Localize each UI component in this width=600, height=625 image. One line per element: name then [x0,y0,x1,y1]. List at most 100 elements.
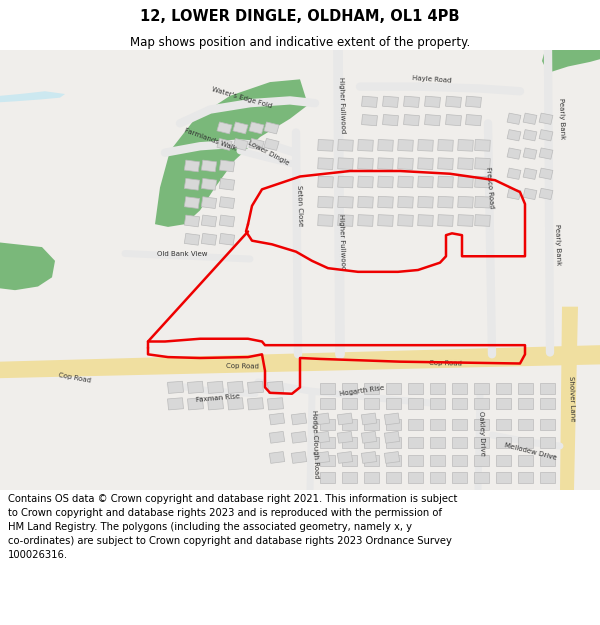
Bar [377,214,394,226]
Bar [320,382,335,394]
Bar [430,398,445,409]
Bar [217,139,232,151]
Bar [466,114,481,126]
Bar [386,419,401,429]
Bar [342,455,357,466]
Bar [202,160,217,172]
Bar [418,158,433,169]
Bar [540,472,555,482]
Bar [474,437,489,448]
Bar [220,215,235,227]
Bar [248,381,263,393]
Bar [458,158,473,169]
Bar [385,413,400,425]
Bar [184,178,200,190]
Bar [268,381,283,393]
Bar [358,158,373,169]
Bar [342,398,357,409]
Bar [167,381,184,393]
Bar [202,233,217,245]
Bar [342,419,357,429]
Bar [398,139,413,151]
Bar [474,472,489,482]
Bar [249,139,264,151]
Text: Pearly Bank: Pearly Bank [558,98,566,139]
Bar [437,176,454,188]
Bar [539,188,553,199]
Bar [337,413,353,425]
Polygon shape [0,91,65,103]
Bar [292,452,307,463]
Bar [184,197,200,209]
Bar [540,419,555,429]
Bar [539,113,553,124]
Bar [292,431,307,443]
Polygon shape [0,242,55,290]
Bar [202,215,217,227]
Bar [362,96,377,108]
Bar [496,382,511,394]
Bar [540,437,555,448]
Bar [342,437,357,448]
Bar [317,139,334,151]
Bar [408,419,423,429]
Bar [398,158,413,169]
Bar [220,160,235,172]
Bar [364,419,379,429]
Bar [408,398,423,409]
Bar [358,214,373,226]
Bar [320,455,335,466]
Polygon shape [0,345,600,378]
Bar [452,437,467,448]
Bar [364,455,379,466]
Bar [320,472,335,482]
Text: Contains OS data © Crown copyright and database right 2021. This information is : Contains OS data © Crown copyright and d… [8,494,457,560]
Bar [184,233,200,245]
Bar [507,129,521,141]
Bar [338,196,353,208]
Text: Lower Dingle: Lower Dingle [247,139,289,166]
Text: Higher Fullwood: Higher Fullwood [338,214,346,271]
Text: Cop Road: Cop Road [428,360,461,367]
Bar [377,176,394,188]
Bar [404,96,419,108]
Bar [317,196,334,208]
Bar [385,452,400,463]
Bar [385,431,400,443]
Text: Hogarth Rise: Hogarth Rise [339,385,385,397]
Bar [475,139,490,151]
Bar [474,382,489,394]
Text: Old Bank View: Old Bank View [157,251,207,256]
Bar [220,178,235,190]
Bar [437,158,454,169]
Bar [446,96,461,108]
Text: Hayle Road: Hayle Road [412,75,452,84]
Bar [377,196,394,208]
Bar [364,382,379,394]
Bar [264,122,279,134]
Bar [496,398,511,409]
Bar [314,431,329,443]
Bar [518,382,533,394]
Bar [437,139,454,151]
Bar [408,437,423,448]
Bar [220,197,235,209]
Bar [539,148,553,159]
Bar [227,381,244,393]
Bar [386,455,401,466]
Bar [539,168,553,179]
Bar [518,472,533,482]
Bar [437,214,454,226]
Bar [227,398,244,410]
Bar [377,158,394,169]
Bar [496,455,511,466]
Bar [408,472,423,482]
Bar [362,114,377,126]
Bar [452,472,467,482]
Bar [269,452,284,463]
Bar [358,139,373,151]
Bar [386,398,401,409]
Bar [184,160,200,172]
Bar [188,398,203,410]
Bar [474,455,489,466]
